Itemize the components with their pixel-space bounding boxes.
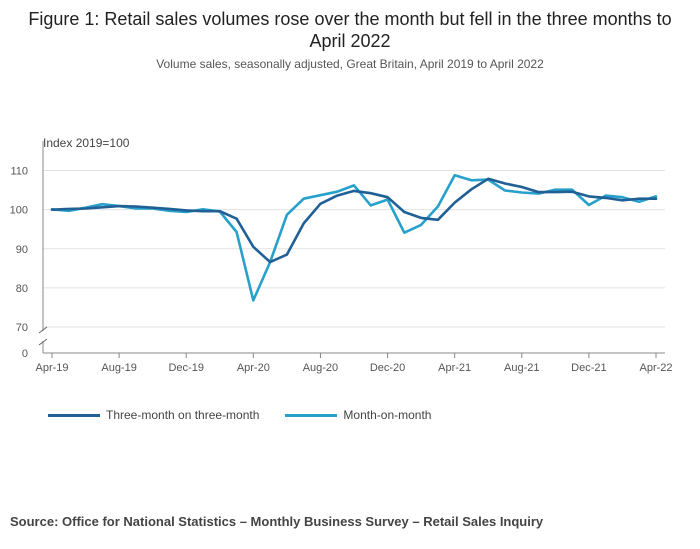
legend-swatch-month-on-month xyxy=(285,413,338,417)
chart-subtitle: Volume sales, seasonally adjusted, Great… xyxy=(156,57,544,71)
legend: Three-month on three-month Month-on-mont… xyxy=(48,408,457,422)
x-tick-label: Apr-19 xyxy=(35,362,68,374)
y-tick-label: 70 xyxy=(16,322,28,334)
x-tick-label: Dec-21 xyxy=(571,362,606,374)
gridlines xyxy=(43,170,665,328)
x-tick-label: Dec-19 xyxy=(168,362,203,374)
legend-swatch-three-month xyxy=(48,413,100,417)
legend-item-month-on-month: Month-on-month xyxy=(285,408,431,422)
x-axis: Apr-19 Aug-19 Dec-19 Apr-20 Aug-20 Dec-20 Apr-… xyxy=(35,141,673,374)
x-tick-label: Aug-19 xyxy=(101,362,136,374)
x-tick-label: Aug-21 xyxy=(504,362,539,374)
legend-item-three-month: Three-month on three-month xyxy=(48,408,259,422)
y-tick-label: 0 xyxy=(22,348,28,360)
legend-label-month-on-month: Month-on-month xyxy=(343,408,432,422)
legend-label-three-month: Three-month on three-month xyxy=(106,408,260,422)
axis-break-mark xyxy=(38,338,48,346)
series-line-three-month xyxy=(50,177,658,264)
x-tick-label: Apr-21 xyxy=(438,362,471,374)
y-tick-label: 80 xyxy=(16,283,28,295)
y-axis-ticks: 70 80 90 100 110 0 xyxy=(10,166,28,360)
x-tick-label: Apr-20 xyxy=(237,362,270,374)
y-axis-label: Index 2019=100 xyxy=(43,136,130,150)
series-layer xyxy=(50,173,658,302)
y-tick-label: 110 xyxy=(10,166,28,178)
y-tick-label: 90 xyxy=(16,244,28,256)
x-tick-label: Aug-20 xyxy=(303,362,338,374)
chart-title: Figure 1: Retail sales volumes rose over… xyxy=(28,9,672,51)
source-note: Source: Office for National Statistics –… xyxy=(10,514,544,529)
axis-break-mark xyxy=(38,326,48,334)
x-tick-label: Apr-22 xyxy=(639,362,672,374)
x-tick-label: Dec-20 xyxy=(370,362,405,374)
y-tick-label: 100 xyxy=(10,205,28,217)
series-line-month-on-month xyxy=(50,173,658,302)
chart-area: Index 2019=100 70 80 90 100 110 0 Apr-19 Aug-1… xyxy=(10,136,673,374)
